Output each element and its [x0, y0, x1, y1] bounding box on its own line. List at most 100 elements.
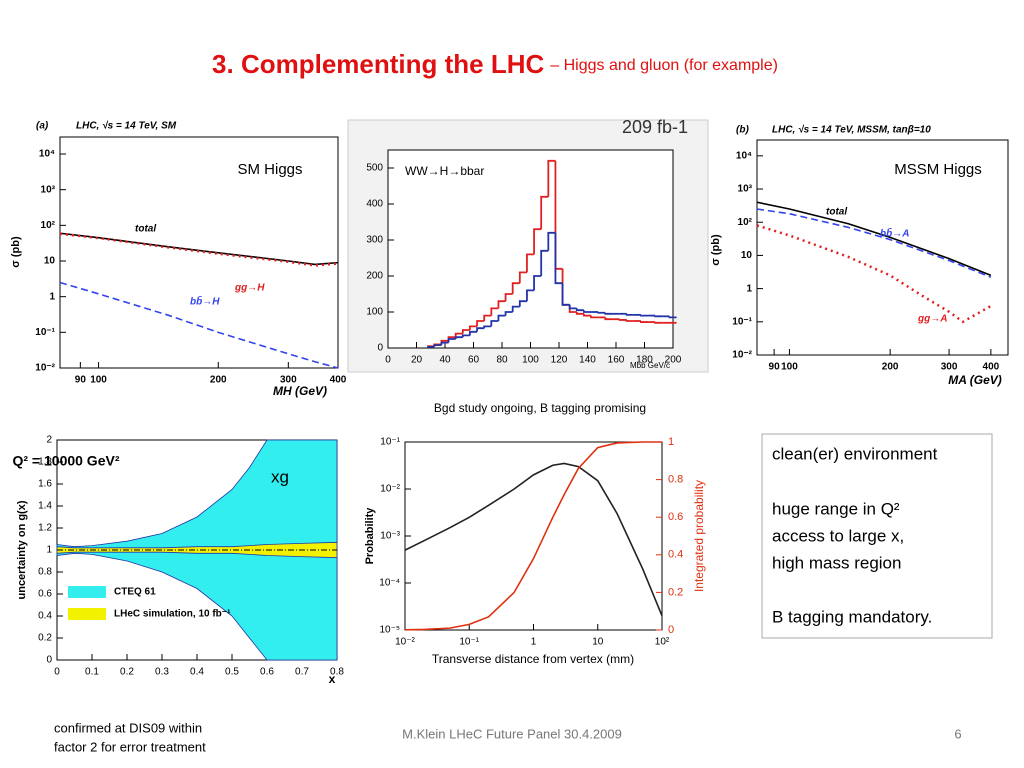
series-line: [404, 462, 663, 617]
x-tick-label: 200: [882, 362, 899, 373]
series-label: total: [826, 207, 847, 218]
box-line: clean(er) environment: [772, 444, 938, 463]
x-tick-label: 200: [210, 375, 227, 386]
x-tick-label: 400: [983, 362, 1000, 373]
x-tick-label: 10²: [655, 637, 670, 648]
text-box: [761, 433, 993, 639]
y-tick-label: 0.8: [38, 567, 52, 578]
y-tick-label: 10³: [41, 184, 56, 195]
y-tick-label: 10⁴: [736, 150, 752, 161]
histogram-step: [454, 336, 463, 339]
histogram-step: [483, 314, 492, 321]
y2-tick-label: 0.8: [668, 474, 683, 486]
box-line: B tagging mandatory.: [772, 607, 932, 626]
histogram-step: [668, 316, 677, 319]
series-label: bb̄→A: [880, 227, 909, 239]
series-label: gg→A: [917, 314, 947, 325]
x-tick-label: 40: [439, 355, 451, 366]
histogram-step: [547, 231, 556, 251]
histogram-step: [604, 317, 613, 321]
x-tick-label: 0.8: [330, 667, 344, 678]
histogram-step: [618, 319, 627, 321]
series-line: [59, 281, 339, 369]
legend-label: LHeC simulation, 10 fb⁻¹: [114, 609, 231, 620]
box-line: huge range in Q²: [772, 499, 900, 518]
y-tick-label: 1.8: [38, 457, 52, 468]
y-tick-label: 300: [366, 235, 383, 246]
histogram-step: [583, 310, 592, 313]
y2-tick-label: 0.4: [668, 549, 683, 561]
panel-label: (b): [736, 125, 749, 136]
histogram-step: [440, 341, 449, 346]
box-line: access to large x,: [772, 526, 904, 545]
footer: M.Klein LHeC Future Panel 30.4.2009: [402, 726, 622, 741]
box-line: high mass region: [772, 553, 901, 572]
x-tick-label: 140: [579, 355, 596, 366]
chart-title: LHC, √s = 14 TeV, MSSM, tanβ=10: [772, 125, 931, 136]
histogram-step: [597, 311, 606, 314]
x-tick-label: 400: [330, 375, 347, 386]
series-label: bb̄→H: [190, 295, 220, 307]
y-tick-label: 10⁻²: [35, 363, 55, 374]
histogram-step: [526, 253, 535, 273]
note-line: confirmed at DIS09 within: [54, 720, 202, 735]
histogram-step: [625, 313, 634, 316]
y-tick-label: 0.6: [38, 589, 52, 600]
y2-tick-label: 0.2: [668, 586, 683, 598]
y-tick-label: 1: [46, 545, 52, 556]
plot-area: [387, 149, 674, 349]
histogram-step: [433, 344, 442, 347]
x-tick-label: 0.3: [155, 667, 169, 678]
note-line: factor 2 for error treatment: [54, 739, 206, 754]
y-axis-label: Probability: [364, 507, 376, 565]
histogram-step: [540, 195, 549, 230]
x-tick-label: 200: [665, 355, 682, 366]
y-tick-label: 10: [44, 256, 56, 267]
x-axis-label: MA (GeV): [948, 373, 1002, 387]
y-tick-label: 1: [49, 291, 55, 302]
panel-label: (a): [36, 121, 49, 132]
x-tick-label: 10: [592, 637, 604, 648]
x-tick-label: 0.1: [85, 667, 99, 678]
x-axis-label: Mbb GeV/c: [630, 361, 670, 370]
histogram-step: [547, 159, 556, 197]
x-tick-label: 0.4: [190, 667, 204, 678]
x-tick-label: 180: [636, 355, 653, 366]
histogram-step: [526, 289, 535, 302]
annotation: MSSM Higgs: [894, 161, 982, 178]
x-tick-label: 10⁻²: [395, 637, 415, 648]
legend-label: CTEQ 61: [114, 587, 156, 598]
y-axis-label: σ (pb): [710, 234, 722, 266]
histogram-step: [640, 321, 649, 323]
histogram-step: [511, 282, 520, 294]
y-tick-label: 10³: [738, 184, 753, 195]
histogram-step: [554, 232, 563, 285]
series-line: [756, 208, 992, 278]
x-tick-label: 0.2: [120, 667, 134, 678]
y-tick-label: 10⁻¹: [380, 437, 400, 448]
y-tick-label: 10⁻¹: [35, 327, 55, 338]
annotation: xg: [271, 467, 289, 486]
histogram-step: [583, 313, 592, 317]
y-axis-label: σ (pb): [10, 236, 22, 268]
histogram-step: [575, 308, 584, 312]
y2-tick-label: 1: [668, 436, 674, 448]
annotation: 209 fb-1: [622, 117, 688, 137]
slide-subtitle: – Higgs and gluon (for example): [550, 57, 778, 74]
y-tick-label: 2: [46, 435, 52, 446]
x-tick-label: 80: [496, 355, 508, 366]
y2-tick-label: 0: [668, 624, 674, 636]
histogram-step: [640, 314, 649, 317]
histogram-step: [590, 315, 599, 319]
x-tick-label: 0: [385, 355, 391, 366]
histogram-step: [476, 320, 485, 327]
page-number: 6: [954, 726, 961, 741]
x-tick-label: 0.5: [225, 667, 239, 678]
histogram-step: [654, 315, 663, 318]
y-tick-label: 0: [377, 343, 383, 354]
x-tick-label: 20: [411, 355, 423, 366]
y2-tick-label: 0.6: [668, 511, 683, 523]
y-tick-label: 10⁻⁴: [379, 578, 400, 589]
y-tick-label: 1.6: [38, 479, 52, 490]
